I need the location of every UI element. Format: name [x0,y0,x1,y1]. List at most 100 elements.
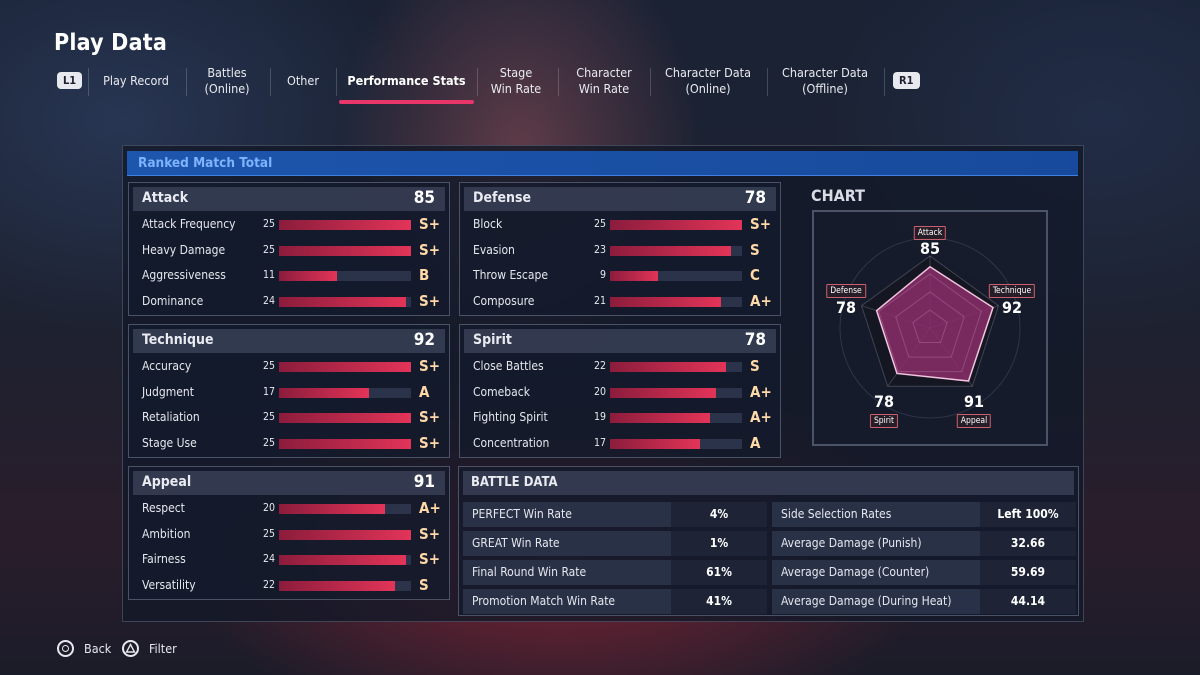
stat-bar-fill [610,387,716,398]
battle-data-row: GREAT Win Rate 1% [463,531,767,556]
filter-button[interactable]: Filter [122,638,177,658]
stat-row: Heavy Damage 25 S+ [129,240,451,262]
stat-row: Accuracy 25 S+ [129,356,451,378]
battle-data-value: Left 100% [997,507,1059,521]
defense-total: 78 [744,188,766,208]
stat-row: Aggressiveness 11 B [129,265,451,287]
tab-divider [884,68,885,96]
stat-value: 25 [262,218,275,230]
battle-data-label: Side Selection Rates [781,507,892,521]
stat-value: 19 [593,411,606,424]
tab-divider [650,68,651,96]
attack-header: Attack 85 [133,187,445,211]
stat-row: Respect 20 A+ [129,498,451,520]
stat-bar-fill [610,245,732,256]
battle-data-value: 59.69 [1010,565,1046,579]
stat-label: Accuracy [142,359,192,373]
stat-bar [279,555,411,566]
spirit-header: Spirit 78 [464,329,776,353]
tab-stage-win-rate[interactable]: Stage Win Rate [490,65,542,96]
appeal-header: Appeal 91 [133,471,445,495]
attack-title: Attack [142,190,189,206]
battle-data-header: BATTLE DATA [463,471,1074,495]
page-title: Play Data [54,30,167,56]
tab-other[interactable]: Other [287,73,319,88]
stat-grade: S+ [419,240,441,259]
battle-data-row: Average Damage (Punish) 32.66 [772,531,1076,556]
stat-row: Ambition 25 S+ [129,524,451,546]
defense-stats-card: Defense 78 Block 25 S+ Evasion 23 S Throw Escape… [459,182,781,316]
stat-bar [279,439,411,450]
stat-label: Concentration [473,436,550,451]
stat-grade: A+ [750,292,772,311]
r1-button-icon[interactable]: R1 [893,72,920,89]
stat-row: Retaliation 25 S+ [129,407,451,429]
battle-data-value-box: 59.69 [980,560,1076,585]
stat-row: Evasion 23 S [460,240,782,262]
battle-data-label: Average Damage (Punish) [781,536,922,550]
stat-bar [610,387,742,398]
stat-row: Attack Frequency 25 S+ [129,214,451,236]
tab-character-data-offline[interactable]: Character Data (Offline) [782,65,868,96]
section-title: Ranked Match Total [138,155,273,171]
attack-stats-card: Attack 85 Attack Frequency 25 S+ Heavy Damage… [128,182,450,316]
l1-button-icon[interactable]: L1 [57,72,83,89]
tab-character-win-rate[interactable]: Character Win Rate [576,65,632,96]
radar-axis-value: 78 [873,392,895,411]
stat-bar-fill [279,387,369,398]
stat-bar-fill [279,504,385,514]
battle-data-value-box: 4% [671,502,767,527]
stat-bar [279,297,411,308]
tab-divider [88,68,89,96]
radar-axis-label: Technique [988,284,1036,298]
tab-battles-online[interactable]: Battles (Online) [204,65,250,96]
stat-value: 25 [262,360,275,372]
stat-value: 22 [262,579,275,592]
stat-grade: S [419,576,429,595]
stat-bar [279,529,411,540]
stat-bar [610,297,742,308]
stat-bar-fill [279,529,411,540]
stat-grade: S+ [419,434,441,453]
stat-row: Comeback 20 A+ [460,382,782,404]
tab-divider [558,68,559,96]
stat-grade: S [750,357,760,375]
tab-play-record[interactable]: Play Record [103,73,169,88]
stat-bar-fill [279,581,396,592]
battle-data-label: Average Damage (During Heat) [781,594,952,608]
stat-bar-fill [610,439,700,450]
radar-axis-label: Spirit [869,414,899,428]
stat-label: Ambition [142,526,191,541]
stat-grade: S+ [750,215,772,233]
appeal-stats-card: Appeal 91 Respect 20 A+ Ambition 25 S+ Fairness 2… [128,466,450,600]
stat-value: 22 [593,360,606,372]
back-button[interactable]: Back [57,638,111,658]
stat-grade: A [419,382,430,401]
stat-grade: S+ [419,215,441,233]
stat-bar-fill [610,271,658,282]
stat-bar-fill [610,220,742,230]
stat-grade: S+ [419,408,441,427]
stat-value: 17 [262,385,275,398]
battle-data-row: Average Damage (Counter) 59.69 [772,560,1076,585]
stat-bar-fill [610,362,727,372]
stat-bar-fill [279,220,411,230]
stat-row: Dominance 24 S+ [129,291,451,313]
battle-data-row: Side Selection Rates Left 100% [772,502,1076,527]
stat-value: 25 [262,437,275,450]
spirit-stats-card: Spirit 78 Close Battles 22 S Comeback 20 A+ Figh… [459,324,781,458]
tab-character-data-online[interactable]: Character Data (Online) [665,65,751,96]
filter-label: Filter [149,640,177,656]
stat-grade: S+ [419,357,441,375]
tab-performance-stats[interactable]: Performance Stats [347,73,466,88]
stat-label: Attack Frequency [142,217,236,231]
stat-grade: S+ [419,524,441,543]
stat-row: Fighting Spirit 19 A+ [460,407,782,429]
stat-value: 25 [262,527,275,540]
stat-grade: A+ [750,408,772,427]
stat-value: 23 [593,243,606,256]
battle-data-card: BATTLE DATA PERFECT Win Rate 4% GREAT Win … [458,466,1079,616]
stat-value: 17 [593,437,606,450]
battle-data-value: 44.14 [1010,594,1046,608]
defense-title: Defense [473,190,532,206]
